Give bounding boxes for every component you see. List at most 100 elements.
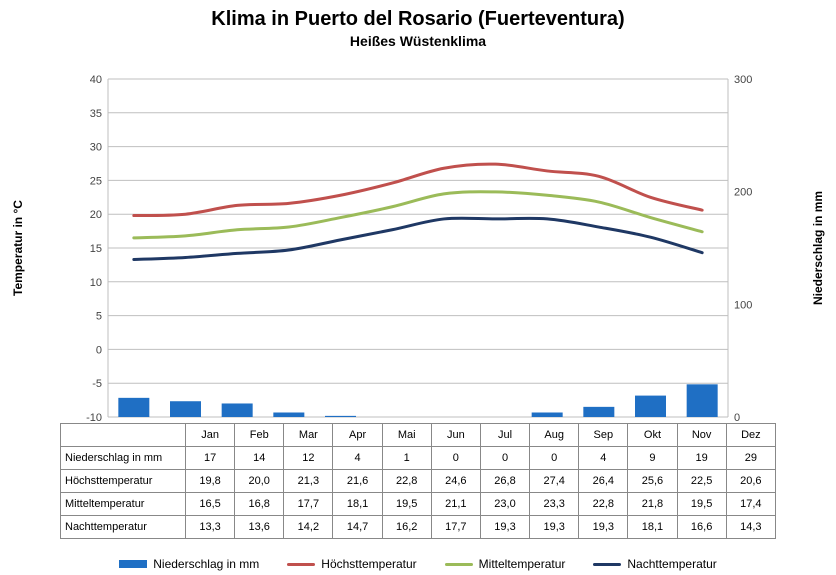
precip-bar <box>222 403 253 417</box>
table-cell: 16,6 <box>677 516 726 539</box>
svg-text:5: 5 <box>96 311 102 323</box>
table-cell: Mai <box>382 424 431 447</box>
table-cell: 23,3 <box>530 493 579 516</box>
precip-bar <box>687 384 718 417</box>
svg-text:20: 20 <box>90 209 102 221</box>
table-cell: 4 <box>579 447 628 470</box>
table-row-header <box>61 424 186 447</box>
table-cell: Apr <box>333 424 382 447</box>
table-cell: 14,3 <box>726 516 775 539</box>
legend-item: Höchsttemperatur <box>287 557 416 571</box>
precip-bar <box>583 407 614 417</box>
chart-plot-area: -10-505101520253035400100200300 <box>60 73 776 423</box>
table-cell: Mar <box>284 424 333 447</box>
svg-text:100: 100 <box>734 299 752 311</box>
table-cell: 16,2 <box>382 516 431 539</box>
table-cell: 19,3 <box>480 516 529 539</box>
table-cell: 1 <box>382 447 431 470</box>
table-cell: 26,4 <box>579 470 628 493</box>
table-cell: Jul <box>480 424 529 447</box>
table-cell: 0 <box>530 447 579 470</box>
table-cell: 18,1 <box>628 516 677 539</box>
table-cell: 4 <box>333 447 382 470</box>
table-row-header: Niederschlag in mm <box>61 447 186 470</box>
table-cell: Sep <box>579 424 628 447</box>
table-cell: 26,8 <box>480 470 529 493</box>
table-cell: 17,7 <box>284 493 333 516</box>
data-table: JanFebMarAprMaiJunJulAugSepOktNovDez Nied… <box>60 423 776 539</box>
precip-bar <box>532 412 563 417</box>
table-cell: 17 <box>186 447 235 470</box>
table-cell: 20,6 <box>726 470 775 493</box>
chart-title: Klima in Puerto del Rosario (Fuerteventu… <box>0 8 836 31</box>
legend-label: Nachttemperatur <box>627 557 716 571</box>
table-cell: 13,6 <box>235 516 284 539</box>
legend-label: Mitteltemperatur <box>479 557 566 571</box>
table-cell: 9 <box>628 447 677 470</box>
table-cell: 21,6 <box>333 470 382 493</box>
y2-axis-label: Niederschlag in mm <box>808 73 828 423</box>
svg-text:35: 35 <box>90 108 102 120</box>
table-cell: 21,3 <box>284 470 333 493</box>
svg-text:25: 25 <box>90 175 102 187</box>
table-cell: Jun <box>431 424 480 447</box>
precip-bar <box>170 401 201 417</box>
svg-text:40: 40 <box>90 74 102 86</box>
table-cell: 19,5 <box>677 493 726 516</box>
table-cell: 21,8 <box>628 493 677 516</box>
table-cell: Feb <box>235 424 284 447</box>
table-cell: 29 <box>726 447 775 470</box>
table-cell: Nov <box>677 424 726 447</box>
table-cell: 17,4 <box>726 493 775 516</box>
svg-text:-5: -5 <box>92 378 102 390</box>
table-cell: 19,8 <box>186 470 235 493</box>
table-row-header: Mitteltemperatur <box>61 493 186 516</box>
low-line <box>134 218 702 259</box>
table-cell: 12 <box>284 447 333 470</box>
precip-bar <box>273 412 304 417</box>
table-cell: Dez <box>726 424 775 447</box>
table-cell: 22,5 <box>677 470 726 493</box>
table-cell: 14,7 <box>333 516 382 539</box>
table-cell: 23,0 <box>480 493 529 516</box>
table-row-header: Höchsttemperatur <box>61 470 186 493</box>
table-row-header: Nachttemperatur <box>61 516 186 539</box>
legend-item: Niederschlag in mm <box>119 557 259 571</box>
svg-text:10: 10 <box>90 277 102 289</box>
table-cell: 14,2 <box>284 516 333 539</box>
table-cell: 22,8 <box>579 493 628 516</box>
table-cell: 19 <box>677 447 726 470</box>
table-cell: 16,5 <box>186 493 235 516</box>
table-cell: 22,8 <box>382 470 431 493</box>
chart-subtitle: Heißes Wüstenklima <box>0 33 836 49</box>
legend-swatch <box>445 563 473 566</box>
precip-bar <box>325 416 356 417</box>
table-cell: 0 <box>431 447 480 470</box>
table-cell: 19,3 <box>530 516 579 539</box>
svg-text:-10: -10 <box>86 412 102 423</box>
table-cell: 13,3 <box>186 516 235 539</box>
table-cell: Aug <box>530 424 579 447</box>
table-cell: 18,1 <box>333 493 382 516</box>
table-cell: Jan <box>186 424 235 447</box>
legend: Niederschlag in mm Höchsttemperatur Mittel… <box>0 557 836 571</box>
table-cell: 27,4 <box>530 470 579 493</box>
svg-text:0: 0 <box>96 344 102 356</box>
y1-axis-label: Temperatur in °C <box>8 73 28 423</box>
table-cell: 21,1 <box>431 493 480 516</box>
svg-text:15: 15 <box>90 243 102 255</box>
legend-item: Nachttemperatur <box>593 557 716 571</box>
table-cell: 25,6 <box>628 470 677 493</box>
legend-label: Höchsttemperatur <box>321 557 416 571</box>
svg-text:0: 0 <box>734 412 740 423</box>
table-cell: Okt <box>628 424 677 447</box>
legend-swatch <box>287 563 315 566</box>
svg-text:300: 300 <box>734 74 752 86</box>
table-cell: 19,3 <box>579 516 628 539</box>
legend-swatch <box>119 560 147 568</box>
table-cell: 20,0 <box>235 470 284 493</box>
svg-text:30: 30 <box>90 142 102 154</box>
precip-bar <box>635 396 666 417</box>
table-cell: 17,7 <box>431 516 480 539</box>
legend-label: Niederschlag in mm <box>153 557 259 571</box>
